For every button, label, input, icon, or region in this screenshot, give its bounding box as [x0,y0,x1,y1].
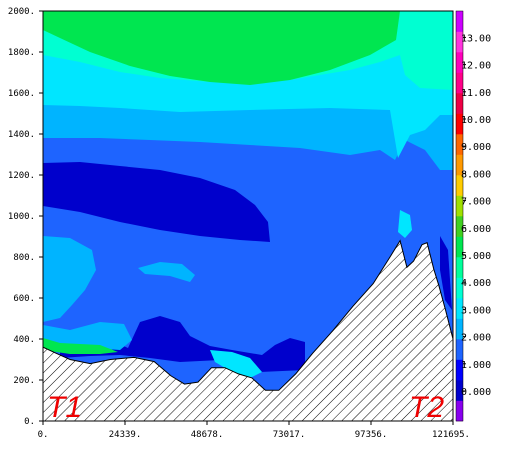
x-tick-label: 97356. [355,430,388,440]
colorbar-swatch [456,113,463,135]
colorbar-tick-label: 5.000 [461,251,491,262]
y-tick-label: 1400. [8,130,35,140]
colorbar-swatch [456,298,463,319]
colorbar-tick-label: 7.000 [461,197,491,208]
colorbar-tick-label: 6.000 [461,224,491,235]
colorbar-swatch [456,400,463,422]
colorbar-tick-label: 1.000 [461,360,491,371]
colorbar-swatch [456,11,463,32]
colorbar-swatch [456,175,463,196]
y-tick-label: 0. [24,417,35,427]
contour-band [43,322,132,350]
y-tick-label: 800. [13,253,35,263]
colorbar-swatch [456,93,463,114]
y-tick-label: 2000. [8,7,35,17]
colorbar-tick-label: 10.00 [461,115,491,126]
colorbar-tick-label: 4.000 [461,278,491,289]
x-tick-label: 0. [38,430,49,440]
y-tick-label: 200. [13,376,35,386]
contour-band [43,236,96,322]
colorbar-swatch [456,134,463,155]
annotation-t2: T2 [409,391,444,424]
y-tick-label: 1800. [8,48,35,58]
x-tick-label: 121695. [432,430,470,440]
contour-band [43,162,270,242]
colorbar-swatch [456,72,463,94]
colorbar-tick-label: 12.00 [461,61,491,72]
contour-band [398,210,412,238]
y-tick-label: 600. [13,294,35,304]
colorbar: 0.000 1.000 2.000 3.000 4.000 5.000 6.000 7.000… [455,10,491,422]
colorbar-tick-label: 13.00 [461,33,491,44]
terrain-profile [42,239,454,422]
y-axis: 0. 200. 400. 600. 800. 1000. 1200. 1400. 1600. 18… [8,7,43,427]
contour-band [440,236,452,310]
colorbar-swatch [456,318,463,340]
y-tick-label: 1000. [8,212,35,222]
colorbar-swatch [456,195,463,217]
y-tick-label: 1600. [8,89,35,99]
plot-area [43,11,453,421]
colorbar-swatch [456,339,463,360]
contour-band [43,338,118,354]
colorbar-swatch [456,52,463,73]
colorbar-tick-label: 11.00 [461,88,491,99]
colorbar-swatch [456,31,463,53]
x-tick-label: 48678. [191,430,224,440]
y-tick-label: 1200. [8,171,35,181]
annotation-t1: T1 [47,391,82,424]
colorbar-swatch [456,216,463,237]
colorbar-frame [455,10,464,422]
x-tick-label: 24339. [109,430,142,440]
y-tick-label: 400. [13,335,35,345]
x-tick-label: 73017. [273,430,306,440]
colorbar-tick-label: 8.000 [461,169,491,180]
colorbar-swatch [456,257,463,278]
colorbar-tick-label: 9.000 [461,142,491,153]
colorbar-swatch [456,154,463,176]
colorbar-tick-label: 3.000 [461,305,491,316]
colorbar-tick-label: 0.000 [461,387,491,398]
contour-band [210,350,262,378]
x-axis: 0. 24339. 48678. 73017. 97356. 121695. [38,421,470,440]
colorbar-swatch [456,277,463,299]
colorbar-tick-label: 2.000 [461,333,491,344]
contour-band [43,11,400,85]
colorbar-swatch [456,359,463,381]
colorbar-swatch [456,236,463,258]
contour-band [138,262,195,282]
colorbar-swatch [456,380,463,401]
